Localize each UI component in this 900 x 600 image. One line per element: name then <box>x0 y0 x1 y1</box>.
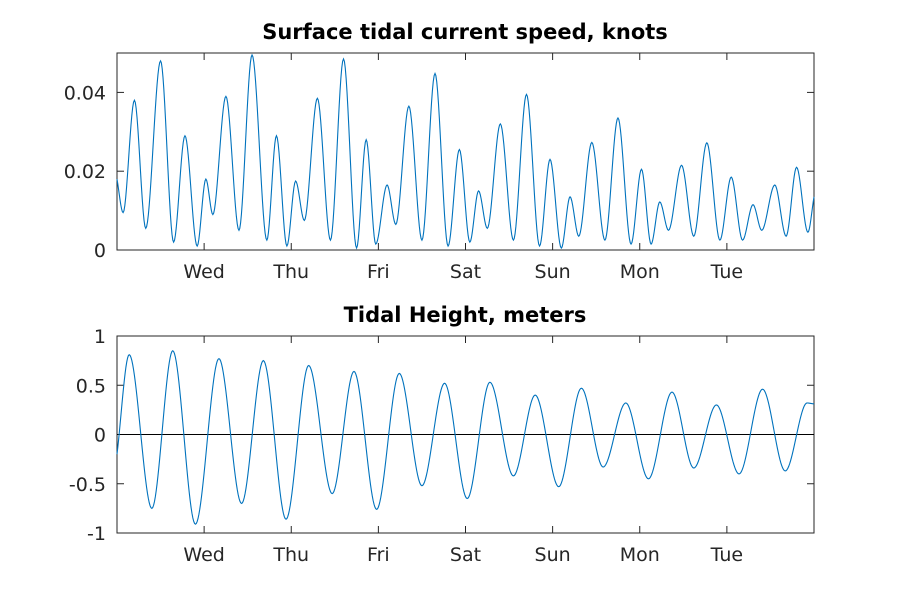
tidal-height-xtick-label: Tue <box>710 544 743 566</box>
current-speed-chart: Surface tidal current speed, knots 0 0.02… <box>64 20 815 283</box>
current-speed-xtick-label: Mon <box>620 261 660 283</box>
current-speed-xtick-label: Tue <box>710 261 743 283</box>
tidal-height-yticks: -1 -0.5 0 0.5 1 <box>69 326 814 545</box>
tidal-height-xtick-label: Sun <box>535 544 571 566</box>
tidal-height-xtick-label: Mon <box>620 544 660 566</box>
current-speed-xtick-label: Wed <box>183 261 224 283</box>
tidal-height-xtick-label: Sat <box>450 544 481 566</box>
tidal-height-ytick-label: -1 <box>87 523 106 545</box>
current-speed-ytick-label: 0 <box>94 240 106 262</box>
current-speed-title: Surface tidal current speed, knots <box>262 20 668 44</box>
current-speed-xtick-label: Fri <box>367 261 390 283</box>
tidal-height-ytick-label: 0.5 <box>76 375 106 397</box>
current-speed-ytick-label: 0.02 <box>64 161 106 183</box>
tidal-height-xtick-label: Fri <box>367 544 390 566</box>
tidal-height-xtick-label: Wed <box>183 544 224 566</box>
tidal-height-ytick-label: 1 <box>94 326 106 348</box>
current-speed-yticks: 0 0.02 0.04 <box>64 82 814 262</box>
current-speed-series-line <box>116 53 815 250</box>
tidal-height-xticks: Wed Thu Fri Sat Sun Mon Tue <box>183 336 743 566</box>
tidal-height-title: Tidal Height, meters <box>344 303 587 327</box>
tidal-height-ytick-label: -0.5 <box>69 474 106 496</box>
tidal-height-xtick-label: Thu <box>272 544 309 566</box>
current-speed-ytick-label: 0.04 <box>64 82 106 104</box>
tidal-height-chart: Tidal Height, meters -1 -0.5 0 0.5 1 Wed Thu F… <box>69 303 815 566</box>
current-speed-xticks: Wed Thu Fri Sat Sun Mon Tue <box>183 53 743 283</box>
current-speed-xtick-label: Sun <box>535 261 571 283</box>
tidal-height-series-line <box>116 350 815 525</box>
tidal-height-ytick-label: 0 <box>94 425 106 447</box>
current-speed-xtick-label: Thu <box>272 261 309 283</box>
current-speed-xtick-label: Sat <box>450 261 481 283</box>
